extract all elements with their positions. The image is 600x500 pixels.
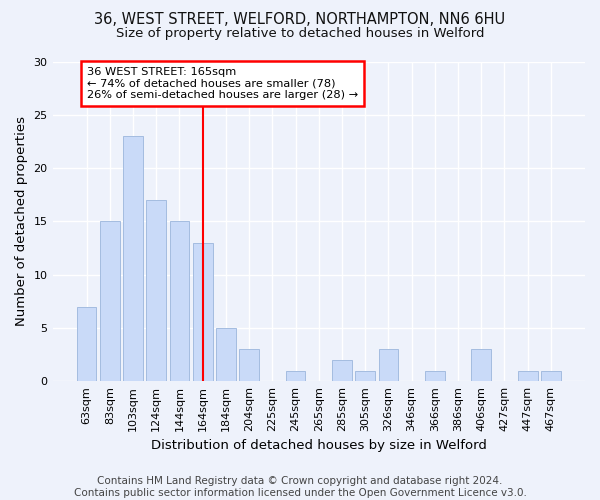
Bar [472,349,491,381]
Bar [541,370,561,381]
Bar [216,328,236,381]
Bar [170,222,190,381]
Bar [379,349,398,381]
X-axis label: Distribution of detached houses by size in Welford: Distribution of detached houses by size … [151,440,487,452]
Bar [100,222,119,381]
Bar [425,370,445,381]
Bar [146,200,166,381]
Bar [355,370,375,381]
Bar [286,370,305,381]
Bar [332,360,352,381]
Bar [77,306,97,381]
Bar [239,349,259,381]
Text: Contains HM Land Registry data © Crown copyright and database right 2024.
Contai: Contains HM Land Registry data © Crown c… [74,476,526,498]
Bar [518,370,538,381]
Text: Size of property relative to detached houses in Welford: Size of property relative to detached ho… [116,28,484,40]
Bar [123,136,143,381]
Text: 36 WEST STREET: 165sqm
← 74% of detached houses are smaller (78)
26% of semi-det: 36 WEST STREET: 165sqm ← 74% of detached… [87,67,358,100]
Y-axis label: Number of detached properties: Number of detached properties [15,116,28,326]
Bar [193,242,212,381]
Text: 36, WEST STREET, WELFORD, NORTHAMPTON, NN6 6HU: 36, WEST STREET, WELFORD, NORTHAMPTON, N… [94,12,506,28]
